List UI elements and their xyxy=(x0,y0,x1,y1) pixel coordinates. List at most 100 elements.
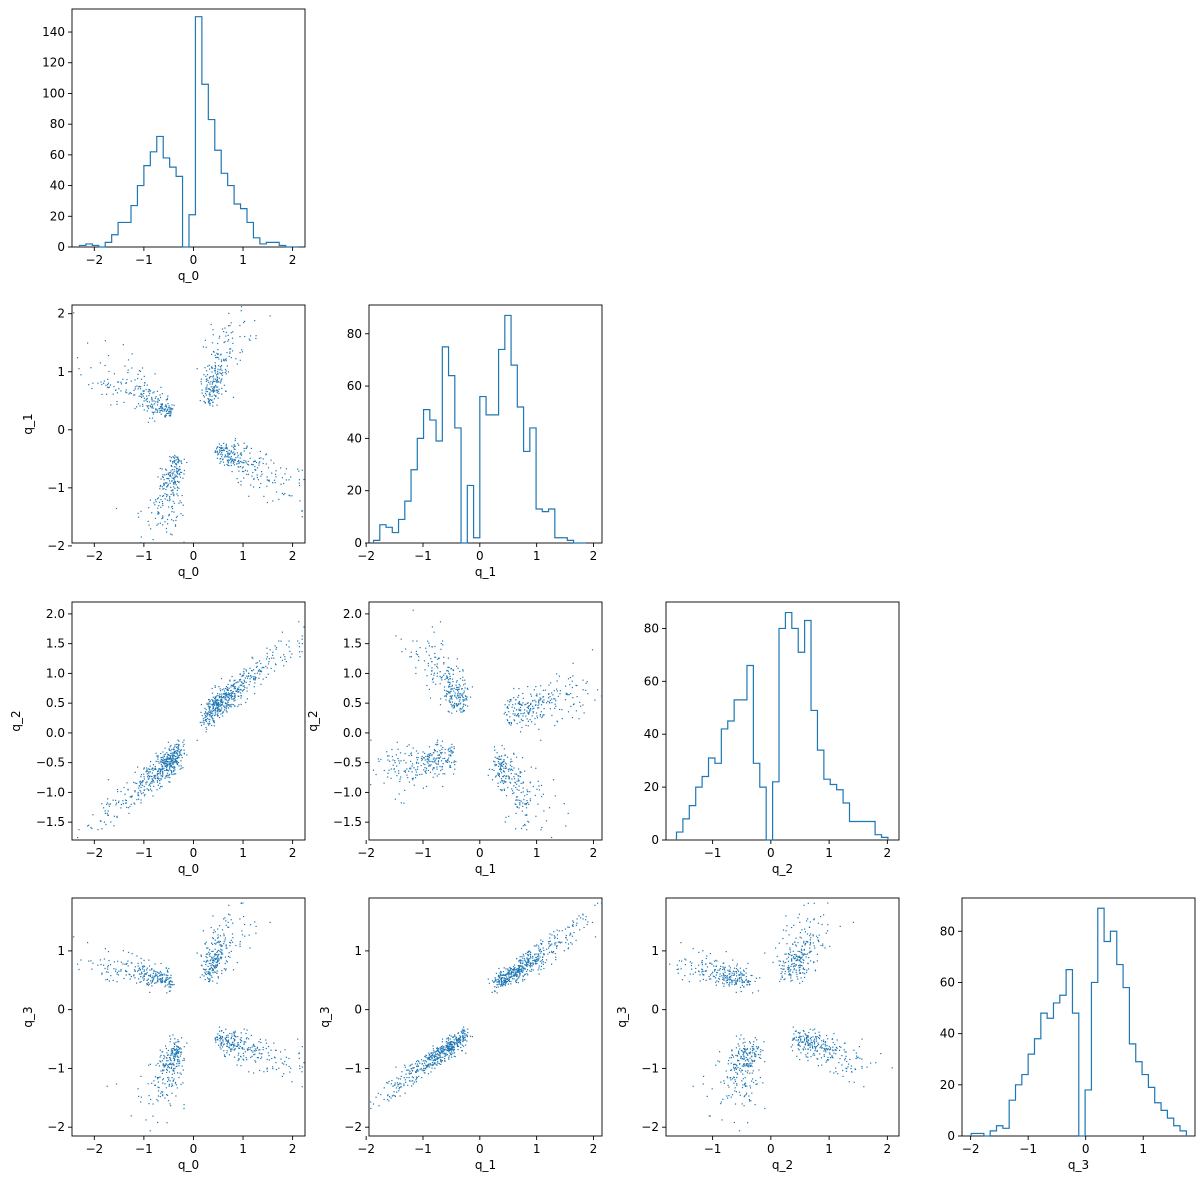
scatter-q_1-vs-q_2-point xyxy=(450,755,452,757)
scatter-q_0-vs-q_2-point xyxy=(288,646,290,648)
scatter-q_0-vs-q_1-point xyxy=(285,468,287,470)
scatter-q_1-vs-q_2-point xyxy=(415,769,417,771)
scatter-q_0-vs-q_1-point xyxy=(173,483,175,485)
scatter-q_0-vs-q_2-xtick-label: 2 xyxy=(289,846,297,860)
scatter-q_1-vs-q_3-point xyxy=(494,978,497,980)
scatter-q_0-vs-q_1-point xyxy=(227,456,229,458)
scatter-q_1-vs-q_3-point xyxy=(451,1047,453,1049)
scatter-q_0-vs-q_1-point xyxy=(248,338,250,340)
hist-q_0-xlabel: q_0 xyxy=(178,269,199,283)
scatter-q_0-vs-q_1-point xyxy=(179,476,181,478)
scatter-q_0-vs-q_3-point xyxy=(138,973,141,975)
scatter-q_1-vs-q_3-point xyxy=(444,1060,446,1062)
scatter-q_0-vs-q_1-point xyxy=(208,388,210,390)
scatter-q_0-vs-q_3-point xyxy=(218,1037,220,1039)
scatter-q_0-vs-q_1-point xyxy=(164,482,166,484)
scatter-q_1-vs-q_3-point xyxy=(535,960,537,962)
scatter-q_1-vs-q_3-point xyxy=(511,975,513,978)
scatter-q_0-vs-q_3-point xyxy=(234,1039,236,1041)
scatter-q_0-vs-q_3-point xyxy=(168,986,170,988)
scatter-q_1-vs-q_2-point xyxy=(406,774,408,776)
scatter-q_1-vs-q_3-point xyxy=(440,1046,442,1048)
scatter-q_0-vs-q_3-point xyxy=(155,975,157,977)
scatter-q_0-vs-q_2-point xyxy=(137,793,139,795)
scatter-q_0-vs-q_3-point xyxy=(165,1045,167,1047)
scatter-q_1-vs-q_2-point xyxy=(505,816,507,818)
scatter-q_0-vs-q_1-point xyxy=(162,407,164,409)
scatter-q_0-vs-q_2-point xyxy=(181,749,183,751)
scatter-q_1-vs-q_2-point xyxy=(499,763,501,765)
scatter-q_0-vs-q_2-point xyxy=(265,658,268,660)
scatter-q_1-vs-q_3-point xyxy=(443,1045,445,1048)
scatter-q_0-vs-q_3-point xyxy=(212,969,214,971)
scatter-q_0-vs-q_3-point xyxy=(231,1033,233,1035)
scatter-q_0-vs-q_2-point xyxy=(246,687,248,689)
scatter-q_1-vs-q_3-point xyxy=(411,1069,413,1071)
scatter-q_0-vs-q_1-point xyxy=(205,375,207,377)
scatter-q_1-vs-q_3-point xyxy=(549,940,551,942)
scatter-q_0-vs-q_3-point xyxy=(160,972,162,974)
scatter-q_1-vs-q_2-point xyxy=(515,786,517,789)
scatter-q_1-vs-q_2-point xyxy=(530,766,532,768)
scatter-q_1-vs-q_3-point xyxy=(555,959,557,961)
scatter-q_0-vs-q_1-point xyxy=(163,479,165,481)
scatter-q_0-vs-q_3-point xyxy=(225,1028,227,1030)
scatter-q_0-vs-q_2-point xyxy=(240,695,243,697)
scatter-q_1-vs-q_2-point xyxy=(509,721,511,724)
scatter-q_1-vs-q_2-point xyxy=(436,741,438,743)
scatter-q_1-vs-q_2-point xyxy=(520,771,522,773)
scatter-q_0-vs-q_1-point xyxy=(234,459,236,461)
scatter-q_0-vs-q_1-point xyxy=(215,379,217,382)
scatter-q_0-vs-q_3-point xyxy=(249,1049,251,1051)
hist-q_0-xtick-label: −2 xyxy=(85,253,103,267)
scatter-q_1-vs-q_3-point xyxy=(425,1066,427,1069)
scatter-q_1-vs-q_3-point xyxy=(440,1047,443,1050)
scatter-q_1-vs-q_3-point xyxy=(439,1052,441,1054)
scatter-q_1-vs-q_3-point xyxy=(522,978,524,980)
scatter-q_1-vs-q_2-point xyxy=(428,645,430,647)
scatter-q_1-vs-q_3-point xyxy=(550,944,552,947)
scatter-q_0-vs-q_1-point xyxy=(231,458,233,461)
scatter-q_1-vs-q_2-point xyxy=(405,648,407,650)
scatter-q_0-vs-q_1-point xyxy=(254,465,256,468)
scatter-q_0-vs-q_2-point xyxy=(175,752,177,754)
scatter-q_1-vs-q_2-point xyxy=(535,694,537,697)
scatter-q_1-vs-q_2-point xyxy=(441,752,443,754)
scatter-q_1-vs-q_3-point xyxy=(535,958,538,961)
scatter-q_1-vs-q_3-point xyxy=(524,967,526,969)
scatter-q_0-vs-q_1-point xyxy=(127,369,129,371)
scatter-q_0-vs-q_2-point xyxy=(272,654,274,656)
scatter-q_0-vs-q_2-point xyxy=(112,799,114,801)
scatter-q_1-vs-q_2-point xyxy=(451,684,453,686)
scatter-q_0-vs-q_1-point xyxy=(153,391,155,393)
scatter-q_0-vs-q_1-point xyxy=(218,381,220,383)
scatter-q_0-vs-q_3-point xyxy=(220,1041,223,1044)
scatter-q_0-vs-q_1-point xyxy=(206,378,208,380)
scatter-q_0-vs-q_3-point xyxy=(241,1047,244,1049)
scatter-q_0-vs-q_2-point xyxy=(254,682,256,684)
scatter-q_1-vs-q_2-point xyxy=(523,712,526,714)
scatter-q_0-vs-q_3-point xyxy=(182,1059,184,1062)
scatter-q_0-vs-q_1-point xyxy=(156,390,158,392)
scatter-q_0-vs-q_2-point xyxy=(215,707,217,709)
scatter-q_0-vs-q_1-point xyxy=(230,348,232,350)
scatter-q_0-vs-q_1-point xyxy=(158,399,160,401)
scatter-q_0-vs-q_3-points xyxy=(73,902,305,1132)
scatter-q_0-vs-q_1-point xyxy=(172,520,175,522)
scatter-q_0-vs-q_1-point xyxy=(164,405,166,407)
scatter-q_0-vs-q_2-point xyxy=(205,719,207,721)
scatter-q_0-vs-q_2-point xyxy=(160,757,162,759)
scatter-q_0-vs-q_3-point xyxy=(179,1060,181,1062)
scatter-q_0-vs-q_2-point xyxy=(208,702,210,704)
scatter-q_1-vs-q_3-point xyxy=(505,968,507,970)
scatter-q_1-vs-q_2-point xyxy=(567,711,570,713)
scatter-q_0-vs-q_1-point xyxy=(211,383,213,385)
scatter-q_0-vs-q_1-point xyxy=(139,370,141,372)
scatter-q_0-vs-q_3-point xyxy=(214,942,216,944)
scatter-q_1-vs-q_3-point xyxy=(508,980,511,983)
scatter-q_0-vs-q_2-point xyxy=(149,785,152,787)
scatter-q_0-vs-q_1-point xyxy=(134,388,136,390)
scatter-q_0-vs-q_1-point xyxy=(265,454,267,456)
scatter-q_0-vs-q_2-point xyxy=(234,693,236,695)
